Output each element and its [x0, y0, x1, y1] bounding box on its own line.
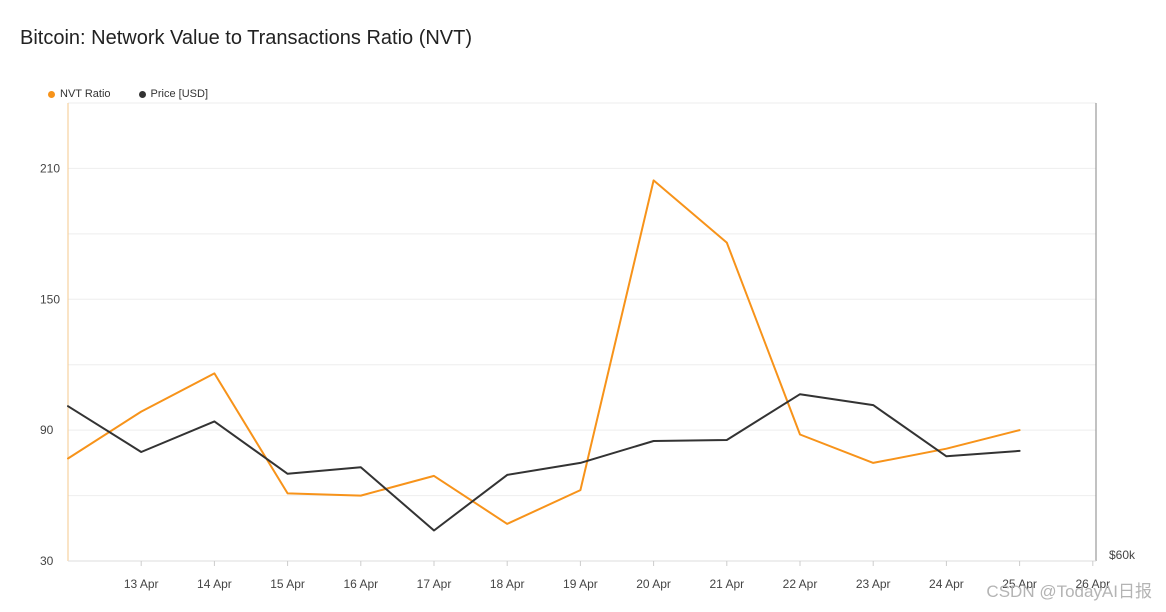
price-usd-series-line: [67, 393, 1021, 532]
chart-legend: NVT Ratio Price [USD]: [48, 88, 236, 100]
legend-item-nvt[interactable]: NVT Ratio: [48, 88, 111, 100]
legend-dot-nvt-icon: [48, 90, 55, 98]
y-right-tick-label: $60k: [1109, 548, 1136, 562]
legend-dot-price-icon: [138, 90, 146, 98]
x-tick-label: 24 Apr: [929, 577, 964, 591]
y-tick-label: 30: [40, 554, 54, 568]
watermark-text: CSDN @TodayAI日报: [986, 582, 1152, 601]
x-tick-label: 21 Apr: [709, 577, 744, 591]
x-tick-label: 17 Apr: [417, 577, 452, 591]
x-tick-label: 25 Apr: [1002, 577, 1037, 591]
chart-title: Bitcoin: Network Value to Transactions R…: [20, 27, 473, 49]
y-tick-label: 150: [40, 292, 60, 306]
legend-label-price: Price [USD]: [150, 88, 209, 100]
x-tick-label: 26 Apr: [1075, 577, 1110, 591]
y-tick-label: 210: [40, 161, 60, 175]
nvt-ratio-series-line: [67, 179, 1021, 525]
legend-label-nvt: NVT Ratio: [60, 88, 111, 100]
x-tick-label: 16 Apr: [343, 577, 378, 591]
legend-item-price[interactable]: Price [USD]: [138, 88, 209, 100]
x-tick-label: 22 Apr: [783, 577, 818, 591]
x-tick-label: 15 Apr: [270, 577, 305, 591]
x-tick-label: 18 Apr: [490, 577, 525, 591]
x-tick-label: 23 Apr: [856, 577, 891, 591]
y-tick-label: 90: [40, 423, 54, 437]
x-tick-label: 14 Apr: [197, 577, 232, 591]
x-tick-label: 19 Apr: [563, 577, 598, 591]
x-tick-label: 20 Apr: [636, 577, 671, 591]
x-tick-label: 13 Apr: [124, 577, 159, 591]
